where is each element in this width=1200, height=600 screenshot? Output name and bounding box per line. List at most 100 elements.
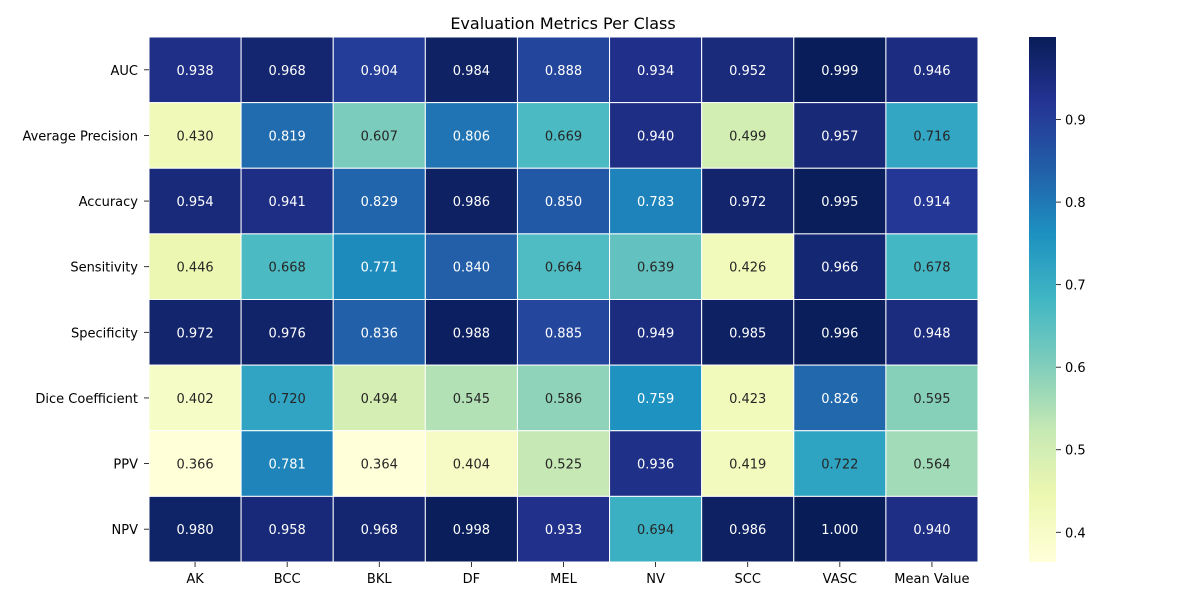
- heatmap-cell: [793, 364, 887, 432]
- heatmap-cell: [885, 167, 979, 235]
- cell-value-label: 0.986: [453, 195, 490, 210]
- heatmap-cell: [885, 495, 979, 563]
- cell-value-label: 0.669: [545, 129, 582, 144]
- colorbar-gradient: [1029, 37, 1056, 562]
- heatmap-cell: [516, 430, 611, 497]
- heatmap-cell: [332, 364, 426, 432]
- colorbar: 0.4 0.5 0.6 0.7 0.8 0.9: [1029, 37, 1086, 562]
- cell-value-label: 0.885: [545, 326, 582, 341]
- cell-value-label: 0.958: [269, 523, 306, 538]
- cell-value-label: 0.716: [913, 129, 950, 144]
- cell-value-label: 0.972: [729, 195, 766, 210]
- cell-value-label: 0.404: [453, 458, 490, 473]
- cell-value-label: 0.668: [269, 261, 306, 276]
- heatmap-cell: [609, 36, 703, 104]
- cell-value-label: 0.419: [729, 458, 766, 473]
- cell-value-label: 0.914: [913, 195, 950, 210]
- cell-value-label: 0.986: [729, 523, 766, 538]
- column-label: AK: [186, 572, 204, 587]
- cell-value-label: 0.499: [729, 129, 766, 144]
- heatmap-cell: [424, 102, 518, 169]
- cell-value-label: 0.525: [545, 458, 582, 473]
- row-label: Specificity: [71, 326, 138, 341]
- colorbar-tick-label: 0.5: [1065, 444, 1086, 459]
- heatmap-cell: [332, 36, 426, 104]
- cell-value-label: 0.639: [637, 261, 674, 276]
- cell-value-label: 1.000: [821, 523, 858, 538]
- heatmap-cell: [148, 36, 242, 104]
- heatmap-cell: [240, 233, 334, 300]
- column-label: VASC: [823, 572, 857, 587]
- heatmap-cell: [701, 102, 795, 169]
- cell-value-label: 0.720: [269, 392, 306, 407]
- cell-value-label: 0.430: [176, 129, 213, 144]
- heatmap-cell: [240, 167, 334, 235]
- colorbar-tick-label: 0.4: [1065, 526, 1086, 541]
- cell-value-label: 0.933: [545, 523, 582, 538]
- cell-value-label: 0.980: [176, 523, 213, 538]
- heatmap-cell: [332, 167, 426, 235]
- row-label: Accuracy: [79, 195, 139, 210]
- cell-value-label: 0.936: [637, 458, 674, 473]
- cell-value-label: 0.995: [821, 195, 858, 210]
- cell-value-label: 0.364: [361, 458, 398, 473]
- row-label: PPV: [113, 458, 138, 473]
- heatmap-cell: [793, 233, 887, 300]
- cell-value-label: 0.826: [821, 392, 858, 407]
- heatmap-cell: [148, 102, 242, 169]
- heatmap-cell: [516, 102, 611, 169]
- cell-value-label: 0.423: [729, 392, 766, 407]
- column-label: BCC: [274, 572, 301, 587]
- cell-value-label: 0.938: [176, 64, 213, 79]
- colorbar-tick-label: 0.9: [1065, 114, 1086, 129]
- column-label: SCC: [735, 572, 761, 587]
- cell-value-label: 0.771: [361, 261, 398, 276]
- heatmap-cell: [240, 430, 334, 497]
- heatmap-cell: [609, 299, 703, 366]
- cell-value-label: 0.586: [545, 392, 582, 407]
- chart-title: Evaluation Metrics Per Class: [450, 14, 675, 33]
- heatmap-cell: [240, 36, 334, 104]
- row-tick-labels: AUC Average Precision Accuracy Sensitivity S…: [22, 64, 149, 538]
- heatmap-cell: [240, 364, 334, 432]
- heatmap-cell: [148, 299, 242, 366]
- cell-value-label: 0.934: [637, 64, 674, 79]
- cell-value-label: 0.545: [453, 392, 490, 407]
- cell-value-label: 0.949: [637, 326, 674, 341]
- heatmap-cell: [609, 364, 703, 432]
- row-label: AUC: [111, 64, 139, 79]
- cell-value-label: 0.366: [176, 458, 213, 473]
- heatmap-cell: [885, 364, 979, 432]
- column-label: BKL: [367, 572, 392, 587]
- cell-value-label: 0.494: [361, 392, 398, 407]
- column-label: Mean Value: [894, 572, 969, 587]
- heatmap-cell: [424, 364, 518, 432]
- cell-value-label: 0.946: [913, 64, 950, 79]
- colorbar-tick-label: 0.8: [1065, 196, 1086, 211]
- cell-value-label: 0.664: [545, 261, 582, 276]
- heatmap-cell: [516, 495, 611, 563]
- column-tick-labels: AK BCC BKL DF MEL NV SCC VASC Mean Value: [186, 562, 970, 587]
- cell-value-label: 0.948: [913, 326, 950, 341]
- cell-value-label: 0.840: [453, 261, 490, 276]
- cell-value-label: 0.998: [453, 523, 490, 538]
- cell-value-label: 0.678: [913, 261, 950, 276]
- cell-value-label: 0.595: [913, 392, 950, 407]
- cell-value-label: 0.904: [361, 64, 398, 79]
- heatmap-cell: [424, 495, 518, 563]
- heatmap-cell: [701, 167, 795, 235]
- cell-value-label: 0.972: [176, 326, 213, 341]
- cell-value-label: 0.819: [269, 129, 306, 144]
- cell-value-label: 0.966: [821, 261, 858, 276]
- row-label: NPV: [112, 523, 139, 538]
- cell-value-label: 0.836: [361, 326, 398, 341]
- heatmap-cell: [885, 233, 979, 300]
- heatmap-cell: [424, 36, 518, 104]
- cell-value-label: 0.996: [821, 326, 858, 341]
- heatmap-cell: [885, 102, 979, 169]
- cell-value-label: 0.957: [821, 129, 858, 144]
- heatmap-cell: [516, 364, 611, 432]
- heatmap-cell: [332, 299, 426, 366]
- cell-value-label: 0.985: [729, 326, 766, 341]
